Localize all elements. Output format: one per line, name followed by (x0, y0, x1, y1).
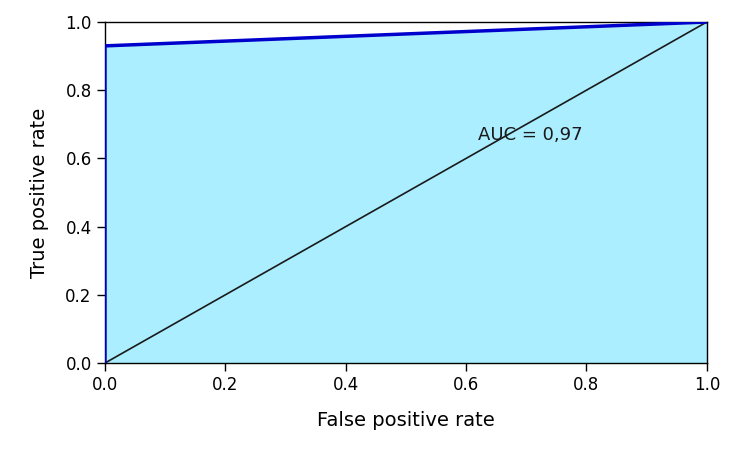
Polygon shape (105, 22, 707, 363)
Text: AUC = 0,97: AUC = 0,97 (478, 126, 583, 143)
X-axis label: False positive rate: False positive rate (317, 411, 495, 430)
Y-axis label: True positive rate: True positive rate (29, 108, 49, 278)
